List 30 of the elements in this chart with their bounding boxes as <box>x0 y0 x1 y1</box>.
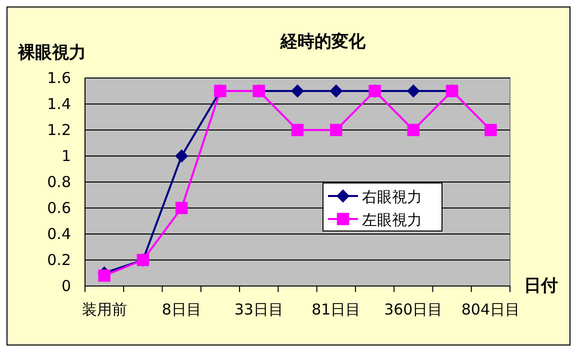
point <box>407 124 420 136</box>
point <box>484 124 497 136</box>
x-tick-label: 8日目 <box>162 300 202 319</box>
point <box>175 202 188 214</box>
point <box>175 149 188 163</box>
legend-label: 右眼視力 <box>362 188 422 206</box>
point <box>98 269 110 282</box>
x-axis-title: 日付 <box>524 276 558 296</box>
y-tick-label: 0.4 <box>47 224 71 243</box>
x-tick-label: 804日目 <box>461 300 520 319</box>
point <box>330 84 343 98</box>
point <box>330 124 342 136</box>
y-tick-label: 0.2 <box>47 250 71 269</box>
y-tick-label: 1.6 <box>47 68 71 87</box>
y-tick-label: 1.4 <box>47 94 71 113</box>
y-tick-label: 1.2 <box>47 120 71 139</box>
chart-title: 経時的変化 <box>280 32 366 52</box>
point <box>406 84 420 98</box>
y-tick-label: 1 <box>61 146 71 165</box>
legend-label: 左眼視力 <box>362 211 422 229</box>
x-tick-label: 装用前 <box>82 300 127 319</box>
point <box>291 124 304 136</box>
point <box>290 84 304 98</box>
x-tick-label: 33日目 <box>234 300 284 319</box>
y-axis-title: 裸眼視力 <box>17 43 86 63</box>
y-tick-label: 0.8 <box>47 172 71 191</box>
y-tick-label: 0 <box>61 276 71 295</box>
y-tick-label: 0.6 <box>47 198 71 217</box>
x-tick-label: 360日目 <box>384 300 443 319</box>
x-tick-label: 81日目 <box>312 300 361 319</box>
